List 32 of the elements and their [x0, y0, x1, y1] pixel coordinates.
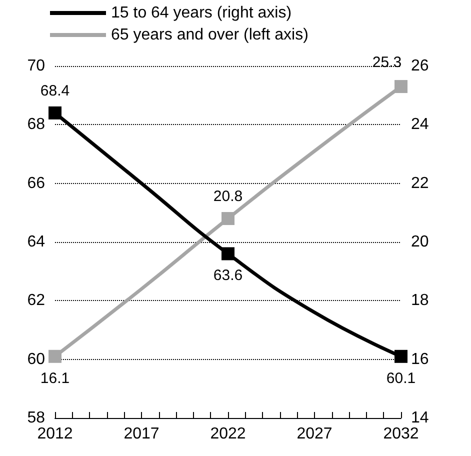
y2-tick-label: 14 [411, 410, 429, 426]
data-label: 68.4 [40, 82, 70, 100]
point [222, 212, 234, 226]
x-tick-label: 2012 [37, 426, 73, 442]
data-label: 16.1 [40, 370, 70, 387]
point [222, 247, 234, 260]
point [394, 80, 408, 94]
data-label: 63.6 [213, 267, 243, 284]
y-tick-label: 68 [27, 116, 46, 134]
data-label: 60.1 [386, 370, 416, 387]
x-tick-label: 2017 [124, 426, 160, 442]
y2-tick-label: 16 [411, 350, 429, 368]
legend-label: 65 years and over (left axis) [111, 26, 308, 44]
y2-tick-label: 18 [411, 292, 429, 310]
y-tick-label: 62 [27, 292, 46, 310]
y-tick-label: 66 [27, 174, 46, 192]
y2-tick-label: 20 [411, 234, 429, 250]
y-tick-label: 60 [27, 350, 46, 368]
x-tick-label: 2027 [296, 426, 332, 442]
x-tick-label: 2022 [210, 426, 246, 442]
y2-tick-label: 26 [411, 58, 429, 74]
point [394, 350, 408, 363]
legend-label: 15 to 64 years (right axis) [111, 4, 292, 22]
y-tick-label: 70 [27, 58, 46, 74]
x-tick-label: 2032 [383, 426, 419, 442]
y-tick-label: 58 [27, 410, 46, 426]
y2-tick-label: 22 [411, 174, 429, 192]
y2-tick-label: 24 [411, 116, 429, 134]
point [48, 350, 62, 363]
y-tick-label: 64 [27, 234, 46, 250]
point [48, 106, 62, 120]
data-label: 20.8 [213, 188, 243, 206]
